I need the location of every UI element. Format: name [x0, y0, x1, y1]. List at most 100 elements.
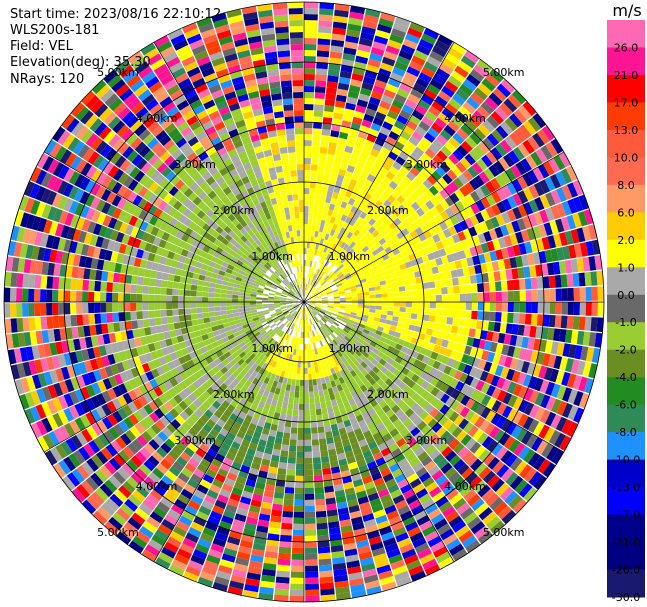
ppi-gate	[280, 528, 293, 536]
ppi-gate	[543, 161, 555, 176]
ppi-gate	[349, 11, 364, 21]
ppi-gate	[346, 321, 354, 327]
ppi-gate	[429, 196, 440, 207]
ppi-gate	[314, 486, 325, 494]
ppi-gate	[275, 576, 290, 584]
ppi-gate	[344, 170, 353, 179]
ppi-gate	[406, 205, 416, 215]
ppi-gate	[527, 170, 539, 184]
ppi-gate	[340, 125, 350, 134]
ppi-gate	[136, 319, 144, 329]
ppi-gate	[355, 315, 362, 321]
ppi-gate	[76, 302, 83, 314]
ppi-gate	[360, 320, 367, 326]
ppi-gate	[465, 293, 472, 302]
ppi-gate	[314, 492, 325, 500]
ppi-gate	[578, 392, 590, 409]
ppi-gate	[394, 252, 403, 261]
ppi-gate	[290, 565, 304, 572]
ppi-gate	[331, 312, 338, 317]
ppi-gate	[312, 140, 321, 147]
ppi-gate	[400, 403, 411, 414]
ppi-gate	[286, 408, 293, 416]
ppi-gate	[449, 411, 460, 423]
ppi-gate	[348, 248, 355, 256]
ppi-gate	[429, 217, 439, 227]
ppi-gate	[427, 418, 438, 429]
ppi-gate	[325, 268, 331, 274]
ppi-gate	[428, 185, 439, 196]
ppi-gate	[527, 337, 536, 350]
ppi-gate	[387, 345, 395, 353]
ppi-gate	[232, 298, 239, 302]
ppi-gate	[305, 541, 317, 548]
ppi-gate	[518, 399, 529, 413]
ppi-gate	[106, 302, 113, 313]
ppi-gate	[402, 161, 413, 171]
ppi-gate	[425, 328, 434, 336]
ppi-gate	[481, 320, 489, 331]
ppi-gate	[384, 258, 392, 266]
ppi-gate	[551, 398, 562, 414]
ppi-gate	[433, 273, 441, 281]
ppi-gate	[464, 119, 478, 132]
ppi-gate	[493, 271, 501, 282]
ppi-gate	[282, 510, 294, 518]
ppi-gate	[311, 280, 315, 286]
ppi-gate	[322, 122, 332, 131]
ppi-gate	[418, 333, 426, 341]
ppi-gate	[378, 322, 386, 328]
ppi-gate	[533, 421, 545, 437]
ppi-gate	[347, 319, 355, 324]
ppi-gate	[435, 496, 449, 508]
ppi-gate	[324, 287, 331, 292]
ppi-gate	[321, 258, 326, 265]
ppi-gate	[462, 169, 474, 182]
ppi-gate	[452, 360, 461, 370]
ppi-gate	[305, 284, 307, 291]
ppi-gate	[346, 277, 354, 283]
ppi-gate	[274, 437, 283, 445]
ppi-gate	[437, 442, 449, 454]
ppi-gate	[376, 370, 385, 379]
ppi-gate	[539, 379, 550, 394]
ppi-gate	[451, 426, 463, 438]
ppi-gate	[483, 252, 492, 263]
ppi-gate	[477, 141, 490, 154]
ppi-gate	[446, 278, 454, 287]
ppi-gate	[477, 292, 484, 302]
ppi-gate	[441, 339, 449, 348]
ppi-gate	[460, 123, 473, 136]
ppi-gate	[331, 223, 338, 231]
ppi-gate	[376, 217, 385, 226]
ppi-gate	[449, 203, 460, 215]
ppi-gate	[364, 249, 372, 256]
ppi-gate	[329, 229, 336, 237]
ppi-gate	[550, 341, 559, 355]
ppi-gate	[452, 317, 460, 326]
ppi-gate	[469, 178, 480, 191]
ppi-gate	[319, 327, 324, 334]
ppi-gate	[409, 318, 417, 326]
ppi-gate	[411, 373, 420, 383]
ppi-gate	[446, 169, 458, 181]
ppi-gate	[309, 299, 316, 302]
ppi-gate	[204, 322, 212, 329]
ppi-gate	[572, 374, 583, 390]
ppi-gate	[541, 263, 549, 276]
ppi-gate	[395, 343, 403, 351]
ppi-gate	[324, 233, 330, 241]
ppi-gate	[449, 192, 460, 204]
ppi-gate	[355, 136, 366, 145]
ppi-gate	[445, 450, 457, 462]
ppi-gate	[379, 126, 391, 136]
ppi-gate	[431, 422, 443, 433]
ppi-gate	[305, 260, 309, 267]
ppi-gate	[335, 253, 342, 260]
ppi-gate	[34, 303, 41, 317]
ppi-gate	[511, 370, 521, 383]
ppi-gate	[381, 242, 390, 250]
ppi-gate	[393, 291, 400, 297]
ppi-gate	[556, 385, 567, 400]
ppi-gate	[315, 188, 322, 196]
